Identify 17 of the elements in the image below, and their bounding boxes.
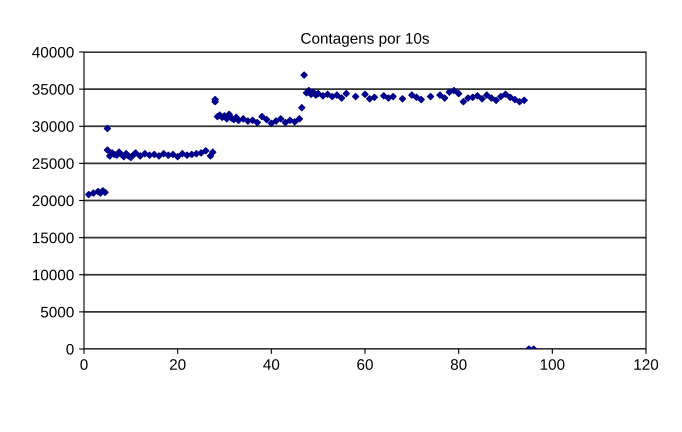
x-tick-label: 80 xyxy=(450,359,467,370)
y-tick-label: 35000 xyxy=(32,84,74,95)
y-tick-label: 40000 xyxy=(32,46,74,58)
x-tick-label: 0 xyxy=(80,359,88,370)
x-tick-label: 40 xyxy=(263,359,280,370)
chart-title: Contagens por 10s xyxy=(301,33,430,47)
y-tick-label: 20000 xyxy=(32,195,74,206)
y-tick-label: 30000 xyxy=(32,121,74,132)
x-tick-label: 60 xyxy=(357,359,373,370)
y-tick-label: 0 xyxy=(66,344,74,355)
x-tick-label: 100 xyxy=(540,359,564,370)
y-tick-label: 25000 xyxy=(32,158,74,170)
x-tick-label: 120 xyxy=(634,359,658,370)
y-tick-label: 15000 xyxy=(32,232,74,244)
x-tick-label: 20 xyxy=(170,359,186,370)
y-tick-label: 5000 xyxy=(40,306,74,318)
y-tick-label: 10000 xyxy=(32,270,74,280)
